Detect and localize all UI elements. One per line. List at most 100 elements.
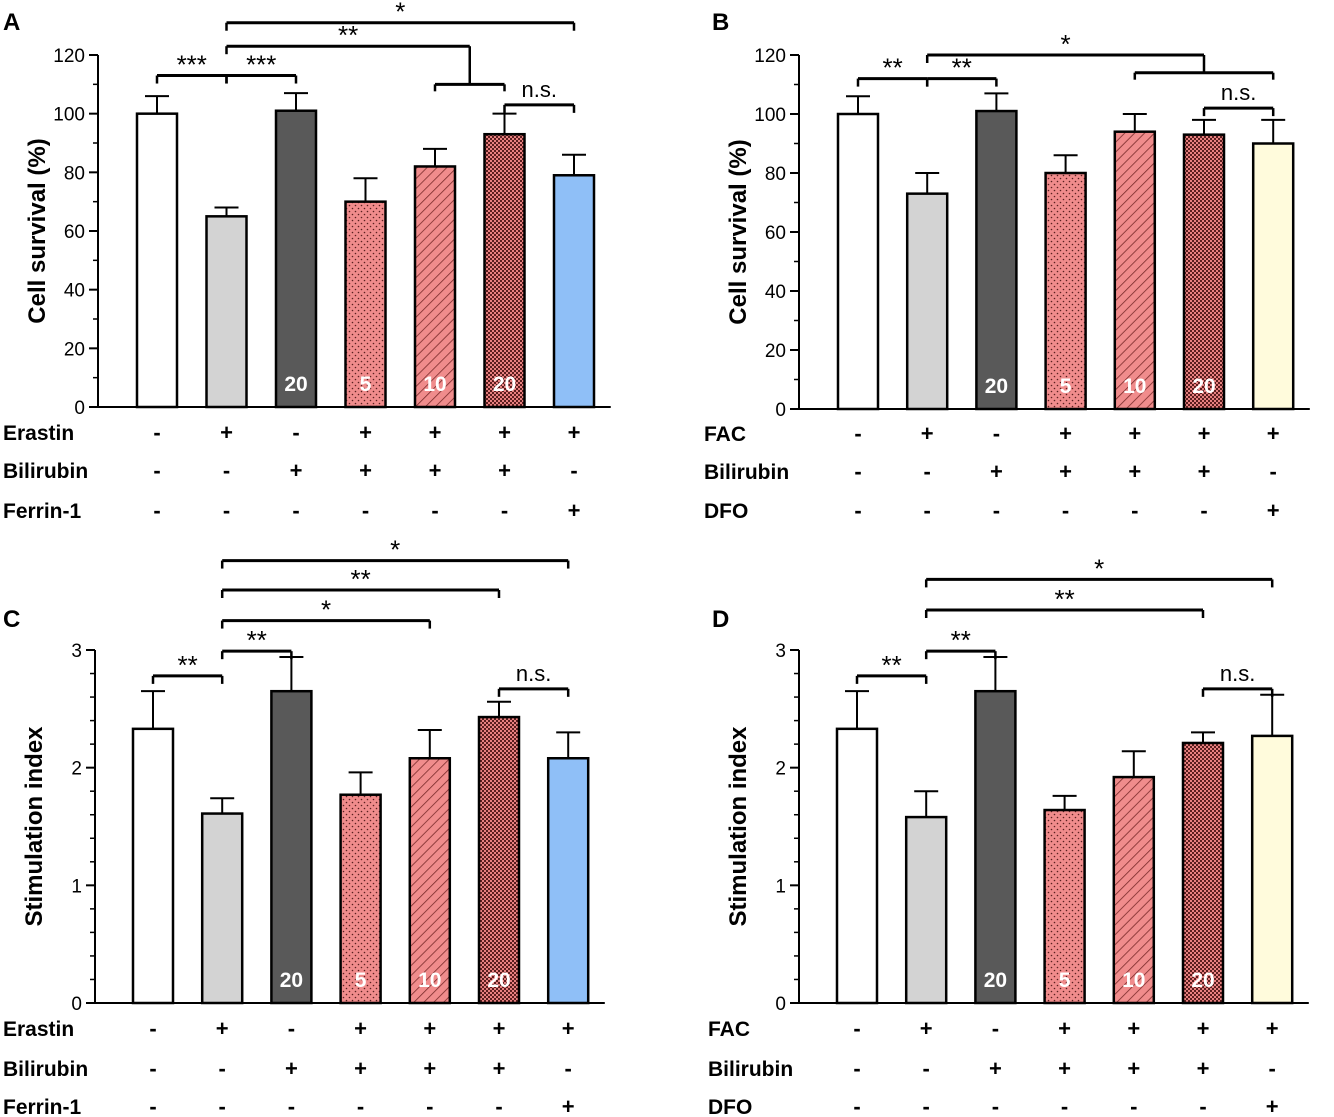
row-label: Bilirubin [704, 461, 789, 484]
condition-sign: - [288, 1094, 295, 1117]
condition-sign: + [359, 420, 372, 445]
row-label: FAC [708, 1018, 750, 1041]
bar-label: 5 [355, 969, 367, 992]
y-tick-label: 2 [71, 759, 82, 780]
condition-sign: + [429, 458, 442, 483]
y-tick-label: 3 [775, 641, 786, 662]
sig-label: ** [338, 20, 358, 50]
sig-label: * [1094, 553, 1104, 583]
condition-sign: + [423, 1056, 436, 1081]
condition-sign: - [153, 458, 160, 483]
condition-sign: - [570, 458, 577, 483]
y-tick-label: 2 [775, 759, 786, 780]
sig-label: n.s. [1220, 661, 1255, 686]
bar [200, 812, 244, 1005]
bar [477, 715, 521, 1005]
sig-label: ** [952, 53, 972, 83]
condition-sign: - [292, 420, 299, 445]
y-tick-label: 60 [765, 223, 786, 244]
condition-sign: - [565, 1056, 572, 1081]
bar [905, 192, 949, 411]
condition-sign: - [431, 498, 438, 523]
y-tick-label: 0 [74, 398, 85, 419]
sig-label: * [1061, 29, 1071, 59]
condition-sign: - [1199, 1094, 1206, 1117]
bar [974, 689, 1017, 1005]
condition-sign: - [501, 498, 508, 523]
row-label: Ferrin-1 [3, 500, 82, 523]
panel-c: C 0 1 2 3 Stimulation index 20 5 10 20 Erastin - + - +… [3, 535, 605, 1117]
condition-sign: - [1130, 1094, 1137, 1117]
condition-sign: + [1266, 1016, 1279, 1041]
condition-sign: - [288, 1016, 295, 1041]
sig-label: ** [881, 650, 901, 680]
condition-sign: + [285, 1056, 298, 1081]
condition-sign: + [1128, 459, 1141, 484]
condition-sign: - [149, 1016, 156, 1041]
y-tick-label: 0 [71, 994, 82, 1015]
condition-sign: - [1270, 459, 1277, 484]
bar-label: 20 [1192, 375, 1215, 398]
bar-label: 20 [493, 373, 516, 396]
condition-sign: + [989, 1056, 1002, 1081]
panel-d: D 0 1 2 3 Stimulation index 20 5 10 20 FAC - + - + + + + B… [708, 553, 1309, 1117]
bar [135, 112, 179, 409]
sig-label: ** [882, 53, 902, 83]
row-label: FAC [704, 423, 746, 446]
condition-sign: - [1131, 498, 1138, 523]
condition-sign: + [1197, 1016, 1210, 1041]
bar [483, 132, 526, 409]
y-tick-label: 20 [765, 341, 786, 362]
condition-sign: - [292, 498, 299, 523]
row-label: Bilirubin [3, 1058, 88, 1081]
panel-letter: A [3, 9, 20, 36]
condition-sign: - [992, 1016, 999, 1041]
y-axis-label: Stimulation index [725, 726, 752, 927]
condition-sign: + [354, 1056, 367, 1081]
y-tick-label: 0 [775, 994, 786, 1015]
condition-sign: + [1267, 498, 1280, 523]
y-tick-label: 40 [765, 282, 786, 303]
condition-sign: + [216, 1016, 229, 1041]
y-tick-label: 20 [64, 339, 85, 360]
bar [1043, 808, 1086, 1005]
condition-sign: + [1128, 421, 1141, 446]
sig-label: * [321, 595, 331, 625]
y-tick-label: 3 [71, 641, 82, 662]
condition-sign: + [562, 1094, 575, 1117]
condition-sign: + [1059, 421, 1072, 446]
sig-label: ** [247, 625, 267, 655]
sig-label: * [395, 0, 405, 27]
condition-sign: + [354, 1016, 367, 1041]
row-label: Erastin [3, 422, 74, 445]
condition-sign: - [992, 1094, 999, 1117]
condition-sign: - [993, 421, 1000, 446]
condition-sign: - [357, 1094, 364, 1117]
panel-b: B 0 20 40 60 80 100 120 Cell survival (%) 20 5 10 20… [704, 9, 1310, 523]
condition-sign: + [498, 458, 511, 483]
row-label: Bilirubin [3, 460, 88, 483]
y-tick-label: 40 [64, 281, 85, 302]
condition-sign: + [498, 420, 511, 445]
sig-label: n.s. [516, 661, 551, 686]
bar-label: 20 [284, 373, 307, 396]
bar [344, 200, 387, 409]
condition-sign: - [1269, 1056, 1276, 1081]
y-tick-label: 80 [64, 163, 85, 184]
bar [339, 793, 382, 1005]
condition-sign: - [853, 1056, 860, 1081]
bar-label: 20 [1191, 969, 1214, 992]
condition-sign: + [290, 458, 303, 483]
sig-label: ** [350, 564, 370, 594]
bar [1251, 142, 1295, 411]
condition-sign: + [1267, 421, 1280, 446]
bar-label: 10 [1122, 969, 1145, 992]
sig-label: *** [246, 50, 276, 80]
condition-sign: + [1127, 1016, 1140, 1041]
bar-label: 10 [418, 969, 441, 992]
bar [274, 109, 318, 409]
condition-sign: - [853, 1016, 860, 1041]
condition-sign: - [219, 1094, 226, 1117]
row-label: Erastin [3, 1018, 74, 1041]
condition-sign: - [219, 1056, 226, 1081]
